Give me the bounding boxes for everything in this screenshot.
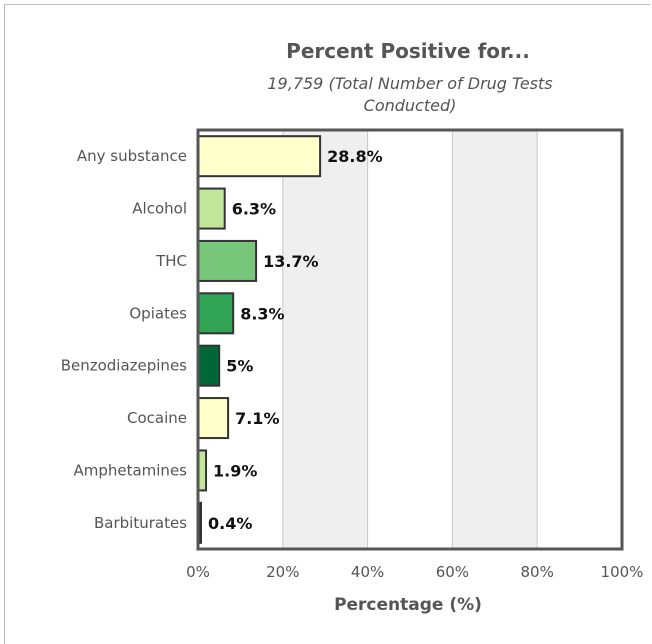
chart-subtitle-line-1: 19,759 (Total Number of Drug Tests <box>267 74 552 93</box>
category-label: Amphetamines <box>73 461 187 479</box>
value-label: 13.7% <box>263 252 319 271</box>
bar-opiates <box>197 292 235 335</box>
gridlines <box>282 130 538 549</box>
category-label: Opiates <box>129 304 187 322</box>
category-label: Any substance <box>77 147 187 165</box>
category-label: Alcohol <box>132 200 187 218</box>
value-label: 5% <box>226 357 253 376</box>
value-label: 6.3% <box>232 200 276 219</box>
value-label: 28.8% <box>327 147 383 166</box>
grid-band <box>282 130 368 549</box>
bars <box>197 135 322 544</box>
value-label: 7.1% <box>235 409 279 428</box>
x-tick-labels: 0% 20% 40% 60% 80% 100% <box>186 563 643 581</box>
x-axis-label: Percentage (%) <box>334 595 482 615</box>
bar-any-substance <box>197 135 322 178</box>
value-label: 1.9% <box>213 461 257 480</box>
grid-bands <box>282 130 538 549</box>
value-label: 0.4% <box>208 514 252 533</box>
chart-subtitle-line-2: Conducted) <box>364 96 457 115</box>
x-tick-label: 20% <box>266 563 299 581</box>
x-tick-label: 100% <box>601 563 644 581</box>
category-label: Cocaine <box>127 409 187 427</box>
x-tick-label: 60% <box>436 563 469 581</box>
category-label: Benzodiazepines <box>61 357 187 375</box>
category-label: THC <box>155 252 187 270</box>
plot-border <box>196 128 624 551</box>
bar-cocaine <box>197 397 230 440</box>
value-label: 8.3% <box>240 304 284 323</box>
bar-thc <box>197 239 258 282</box>
bar-benzodiazepines <box>197 344 221 387</box>
x-tick-label: 0% <box>186 563 210 581</box>
x-tick-label: 80% <box>521 563 554 581</box>
x-tick-label: 40% <box>351 563 384 581</box>
category-labels: Any substance Alcohol THC Opiates Benzodiaze… <box>61 147 187 532</box>
category-label: Barbiturates <box>94 514 187 532</box>
value-labels: 28.8% 6.3% 13.7% 8.3% 5% 7.1% 1.9% 0.4% <box>208 147 383 533</box>
bar-alcohol <box>197 187 226 230</box>
grid-band <box>452 130 538 549</box>
chart-title: Percent Positive for... <box>286 39 530 63</box>
